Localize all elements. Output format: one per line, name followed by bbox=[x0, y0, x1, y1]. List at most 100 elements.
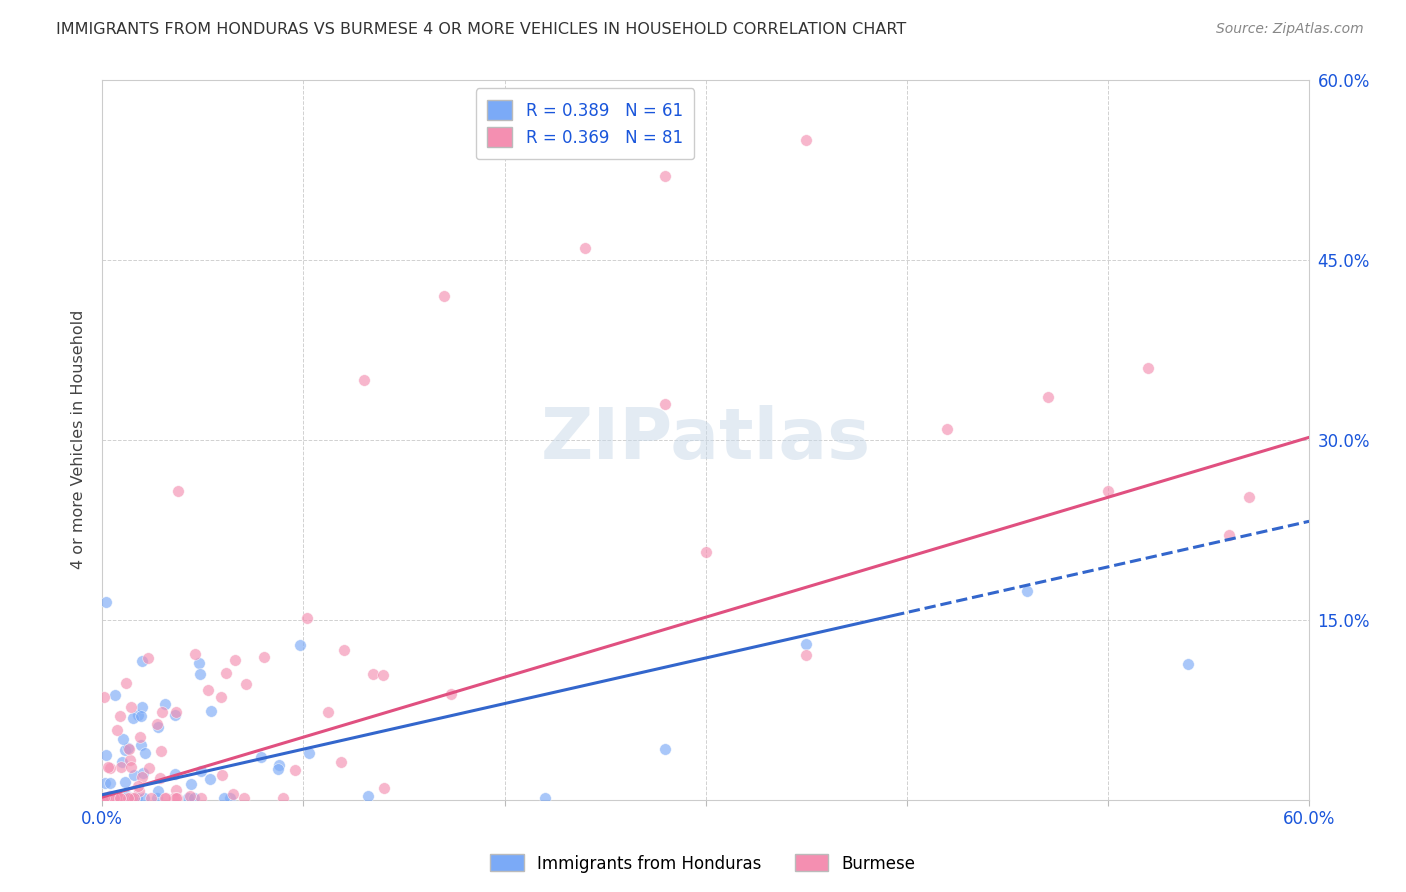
Point bbox=[163, 708, 186, 723]
Point bbox=[212, 791, 235, 805]
Point bbox=[121, 791, 143, 805]
Point bbox=[146, 720, 169, 734]
Point bbox=[107, 791, 129, 805]
Point bbox=[115, 791, 138, 805]
Point bbox=[150, 743, 173, 757]
Point bbox=[120, 699, 142, 714]
Point bbox=[127, 707, 149, 722]
Point bbox=[117, 791, 139, 805]
Point bbox=[118, 754, 141, 768]
Point bbox=[129, 730, 152, 744]
Point bbox=[117, 791, 139, 805]
Point bbox=[197, 683, 219, 698]
Point bbox=[114, 743, 136, 757]
Point bbox=[180, 777, 202, 791]
Point bbox=[794, 648, 817, 662]
Legend: R = 0.389   N = 61, R = 0.369   N = 81: R = 0.389 N = 61, R = 0.369 N = 81 bbox=[475, 88, 695, 159]
Point bbox=[1137, 361, 1160, 376]
Point bbox=[94, 747, 117, 762]
Point bbox=[118, 742, 141, 756]
Point bbox=[211, 768, 233, 782]
Point bbox=[269, 757, 291, 772]
Point bbox=[108, 791, 131, 805]
Point bbox=[198, 772, 221, 787]
Point bbox=[104, 791, 127, 805]
Point bbox=[117, 740, 139, 755]
Point bbox=[153, 791, 176, 805]
Point bbox=[103, 791, 125, 805]
Y-axis label: 4 or more Vehicles in Household: 4 or more Vehicles in Household bbox=[72, 310, 86, 569]
Point bbox=[94, 776, 117, 790]
Point bbox=[141, 791, 163, 805]
Point bbox=[114, 775, 136, 789]
Point bbox=[128, 784, 150, 798]
Point bbox=[96, 791, 118, 805]
Point bbox=[120, 760, 142, 774]
Point bbox=[107, 791, 129, 805]
Point bbox=[101, 791, 124, 805]
Point bbox=[533, 791, 555, 805]
Point bbox=[122, 768, 145, 782]
Point bbox=[134, 746, 156, 760]
Point bbox=[353, 373, 375, 387]
Point bbox=[104, 688, 127, 702]
Point bbox=[96, 791, 118, 805]
Point bbox=[249, 749, 271, 764]
Point bbox=[177, 791, 200, 805]
Point bbox=[97, 791, 120, 805]
Point bbox=[103, 791, 125, 805]
Point bbox=[112, 791, 135, 805]
Point bbox=[110, 759, 132, 773]
Point bbox=[163, 766, 186, 780]
Point bbox=[190, 791, 212, 805]
Point bbox=[1036, 390, 1059, 404]
Point bbox=[794, 133, 817, 147]
Point bbox=[224, 653, 246, 667]
Point bbox=[118, 791, 141, 805]
Point bbox=[129, 709, 152, 723]
Point bbox=[316, 705, 339, 719]
Point bbox=[1177, 657, 1199, 671]
Point bbox=[253, 649, 276, 664]
Point bbox=[221, 787, 243, 801]
Point bbox=[124, 791, 146, 805]
Point bbox=[98, 776, 121, 790]
Point bbox=[163, 791, 186, 805]
Point bbox=[131, 654, 153, 668]
Point bbox=[101, 791, 124, 805]
Point bbox=[233, 791, 256, 805]
Point bbox=[215, 665, 238, 680]
Point bbox=[97, 791, 120, 805]
Point bbox=[146, 784, 169, 798]
Point bbox=[1237, 490, 1260, 504]
Point bbox=[574, 241, 596, 255]
Point bbox=[129, 738, 152, 752]
Point bbox=[188, 656, 211, 670]
Point bbox=[93, 690, 115, 705]
Point bbox=[190, 764, 212, 778]
Point bbox=[94, 791, 117, 805]
Point bbox=[333, 643, 356, 657]
Point bbox=[1017, 583, 1039, 598]
Point bbox=[183, 791, 205, 805]
Point bbox=[153, 697, 176, 711]
Point bbox=[167, 484, 190, 499]
Point bbox=[138, 762, 160, 776]
Point bbox=[125, 791, 148, 805]
Point bbox=[273, 791, 295, 805]
Point bbox=[110, 755, 132, 769]
Point bbox=[103, 791, 125, 805]
Point bbox=[209, 690, 232, 705]
Point bbox=[695, 545, 717, 559]
Point bbox=[96, 595, 118, 609]
Point bbox=[654, 397, 676, 411]
Point bbox=[184, 648, 207, 662]
Point bbox=[357, 789, 380, 804]
Point bbox=[188, 667, 211, 681]
Point bbox=[297, 611, 319, 625]
Point bbox=[146, 717, 169, 731]
Point bbox=[108, 791, 131, 805]
Point bbox=[165, 783, 187, 797]
Point bbox=[654, 742, 676, 756]
Point bbox=[118, 791, 141, 805]
